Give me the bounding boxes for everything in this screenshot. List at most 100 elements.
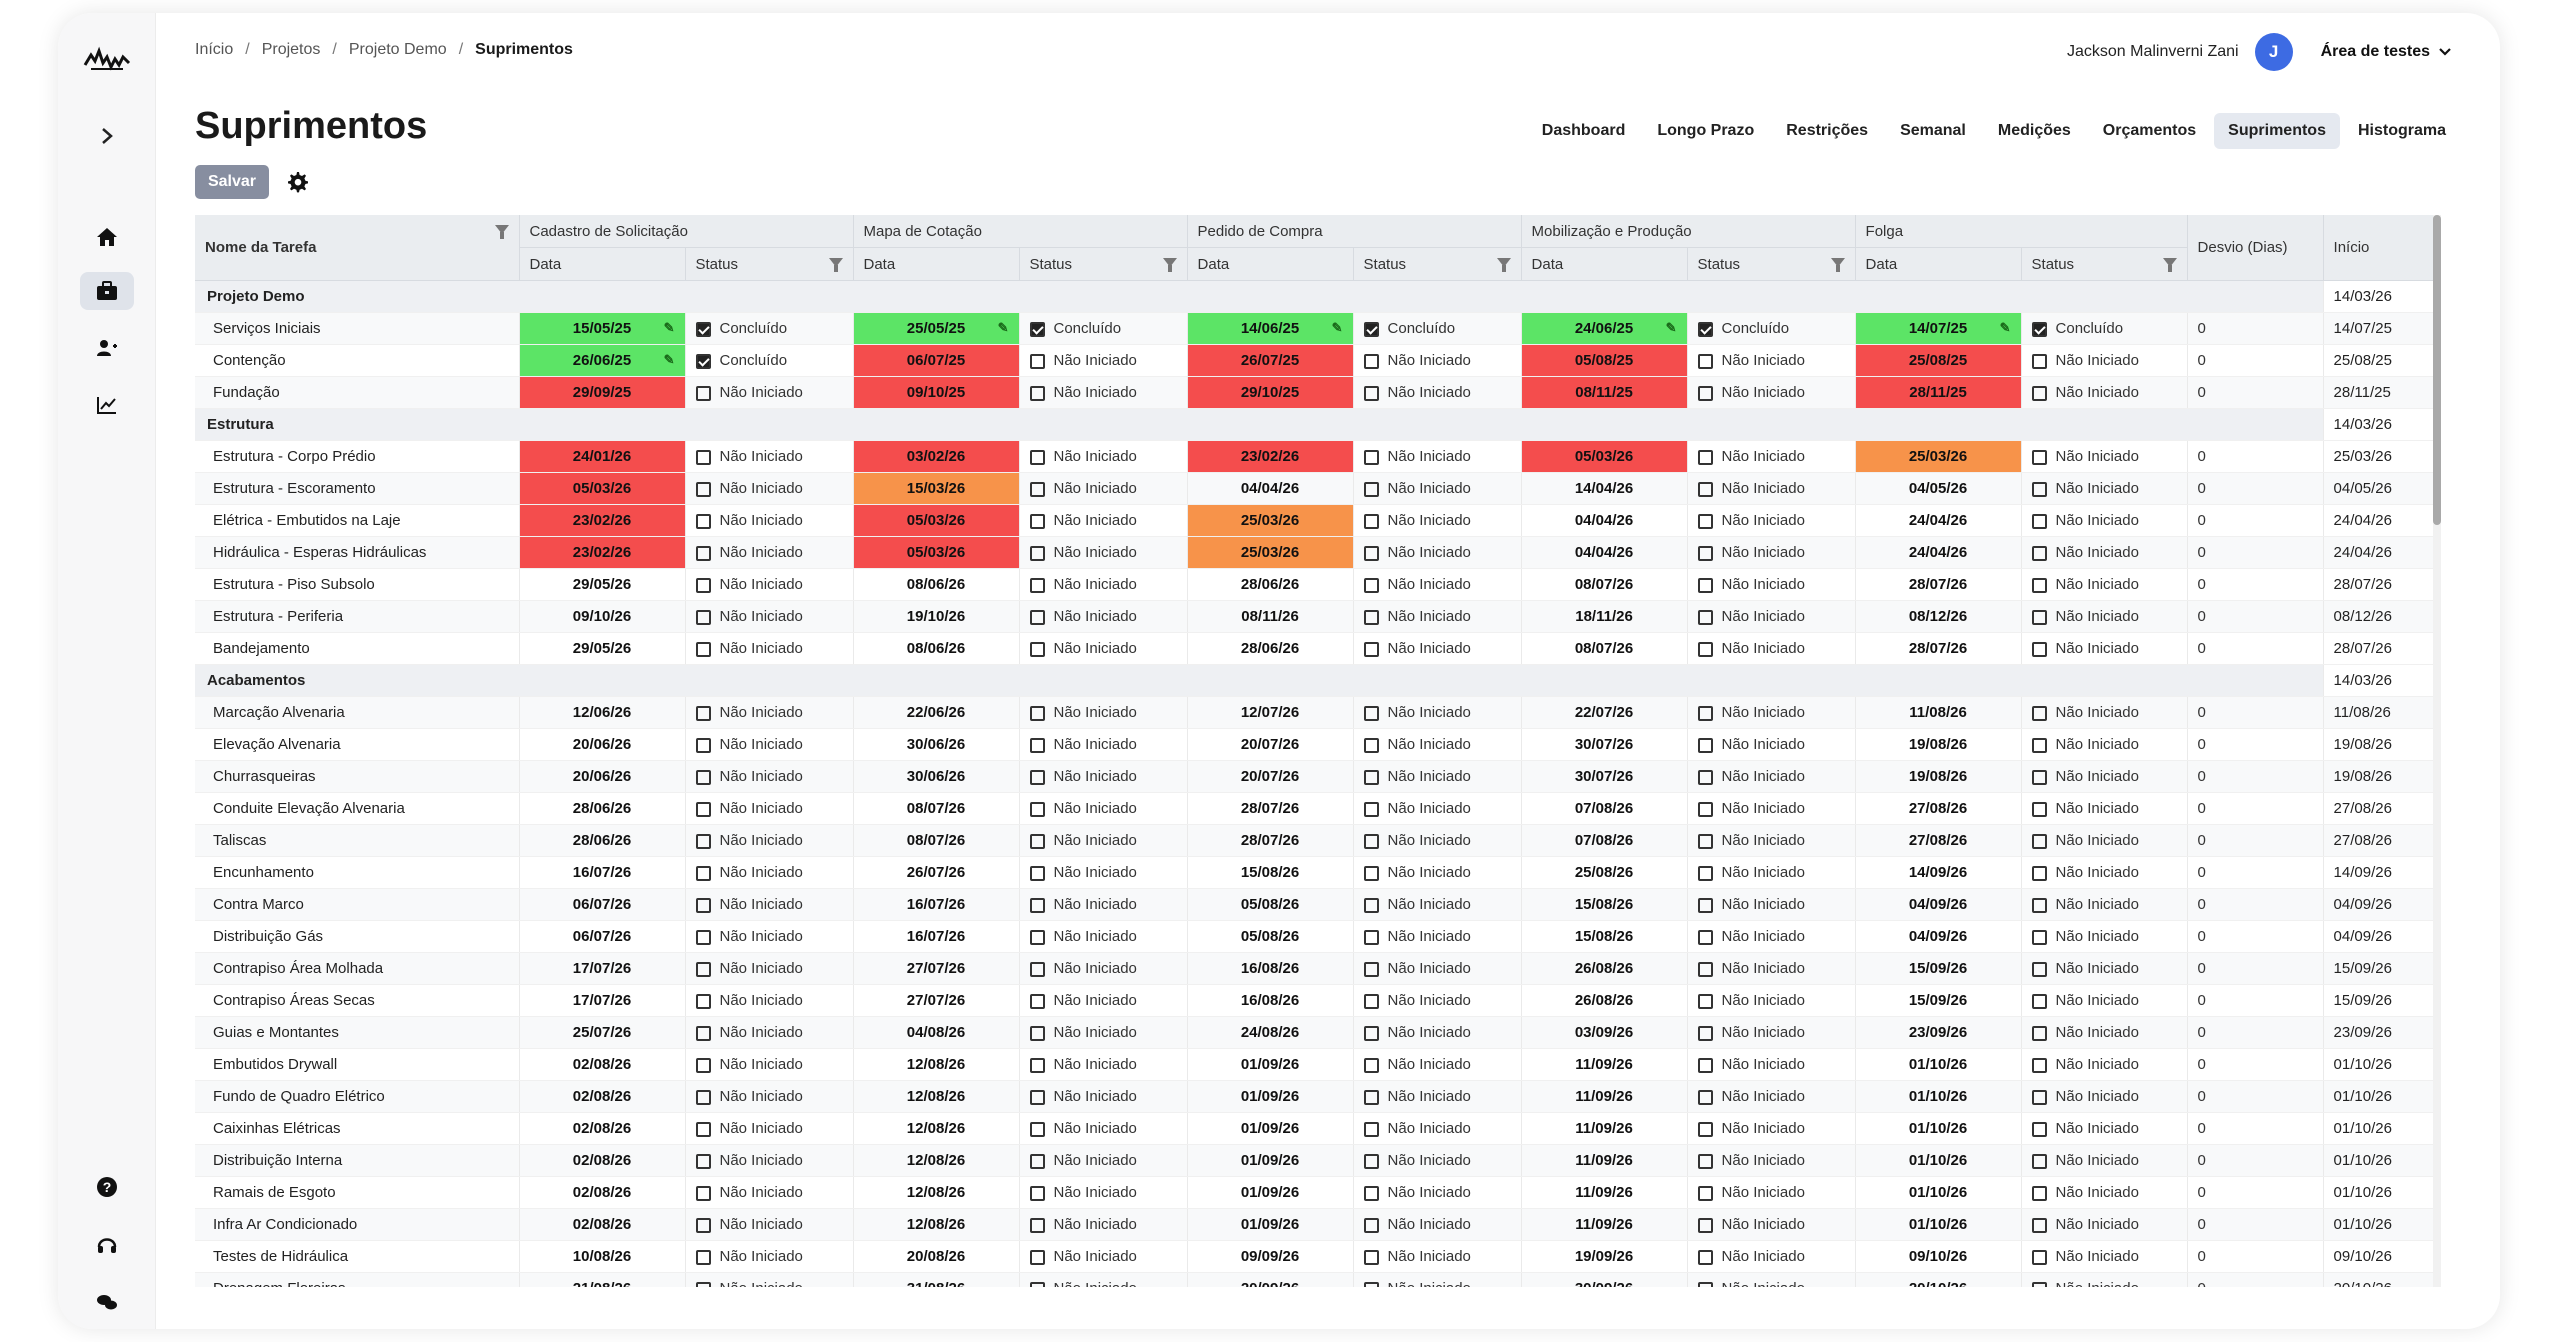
status-checkbox[interactable] <box>1363 866 1379 881</box>
date-cell[interactable]: 01/10/26 <box>1855 1176 2022 1209</box>
status-cell[interactable]: Não Iniciado <box>685 376 854 409</box>
status-cell[interactable]: Não Iniciado <box>685 888 854 921</box>
status-cell[interactable]: Não Iniciado <box>685 472 854 505</box>
date-cell[interactable]: 15/08/26 <box>1521 888 1688 921</box>
date-cell[interactable]: 20/08/26 <box>853 1240 1020 1273</box>
date-cell[interactable]: 01/10/26 <box>1855 1112 2022 1145</box>
status-cell[interactable]: Não Iniciado <box>1687 1176 1856 1209</box>
status-checkbox[interactable] <box>2031 994 2047 1009</box>
status-checkbox[interactable] <box>2031 354 2047 369</box>
status-cell[interactable]: Não Iniciado <box>1019 1176 1188 1209</box>
status-cell[interactable]: Não Iniciado <box>1019 632 1188 665</box>
status-cell[interactable]: Não Iniciado <box>1687 696 1856 729</box>
status-checkbox[interactable] <box>1697 930 1713 945</box>
date-cell[interactable]: 05/03/26 <box>1521 440 1688 473</box>
status-cell[interactable]: Não Iniciado <box>685 824 854 857</box>
status-cell[interactable]: Não Iniciado <box>1687 1080 1856 1113</box>
date-cell[interactable]: 23/09/26 <box>1855 1016 2022 1049</box>
date-cell[interactable]: 08/11/25 <box>1521 376 1688 409</box>
status-checkbox[interactable] <box>695 770 711 785</box>
date-cell[interactable]: 15/03/26 <box>853 472 1020 505</box>
scrollbar-thumb[interactable] <box>2433 215 2441 525</box>
header-status[interactable]: Status <box>2021 247 2188 281</box>
status-cell[interactable]: Não Iniciado <box>2021 1272 2188 1287</box>
status-cell[interactable]: Concluído <box>2021 312 2188 345</box>
status-cell[interactable]: Não Iniciado <box>2021 504 2188 537</box>
status-cell[interactable]: Não Iniciado <box>2021 472 2188 505</box>
status-checkbox[interactable] <box>1363 1090 1379 1105</box>
status-checkbox[interactable] <box>2031 770 2047 785</box>
date-cell[interactable]: 01/10/26 <box>1855 1208 2022 1241</box>
status-checkbox[interactable] <box>1363 1154 1379 1169</box>
date-cell[interactable]: 08/07/26 <box>853 792 1020 825</box>
status-checkbox[interactable] <box>1029 962 1045 977</box>
status-checkbox[interactable] <box>1697 1090 1713 1105</box>
status-cell[interactable]: Não Iniciado <box>1353 1016 1522 1049</box>
status-checkbox[interactable] <box>1363 1186 1379 1201</box>
status-checkbox[interactable] <box>1363 1058 1379 1073</box>
status-cell[interactable]: Não Iniciado <box>1687 984 1856 1017</box>
status-checkbox[interactable] <box>695 610 711 625</box>
pencil-icon[interactable]: ✎ <box>663 320 675 335</box>
status-checkbox[interactable] <box>695 1218 711 1233</box>
status-checkbox[interactable] <box>1697 802 1713 817</box>
chart-line-icon[interactable] <box>80 386 134 424</box>
table-row[interactable]: Contrapiso Áreas Secas 17/07/26 Não Inicia… <box>195 984 2441 1017</box>
status-checkbox[interactable] <box>1029 610 1045 625</box>
status-cell[interactable]: Não Iniciado <box>2021 728 2188 761</box>
table-row[interactable]: Encunhamento 16/07/26 Não Iniciado 26/07/26… <box>195 856 2441 889</box>
tab-6[interactable]: Suprimentos <box>2214 113 2340 149</box>
tab-4[interactable]: Medições <box>1997 122 2071 139</box>
status-cell[interactable]: Não Iniciado <box>1353 344 1522 377</box>
status-cell[interactable]: Não Iniciado <box>685 600 854 633</box>
date-cell[interactable]: 09/10/25 <box>853 376 1020 409</box>
status-cell[interactable]: Não Iniciado <box>1019 696 1188 729</box>
date-cell[interactable]: 02/08/26 <box>519 1208 686 1241</box>
tab-7[interactable]: Histograma <box>2357 122 2446 139</box>
status-cell[interactable]: Não Iniciado <box>2021 1240 2188 1273</box>
status-checkbox[interactable] <box>1363 738 1379 753</box>
status-checkbox[interactable] <box>1029 834 1045 849</box>
breadcrumb-projeto[interactable]: Projeto Demo <box>348 41 447 58</box>
date-cell[interactable]: 12/08/26 <box>853 1208 1020 1241</box>
status-checkbox[interactable] <box>2031 1090 2047 1105</box>
date-cell[interactable]: 20/06/26 <box>519 760 686 793</box>
status-cell[interactable]: Não Iniciado <box>1019 728 1188 761</box>
status-checkbox[interactable] <box>1029 578 1045 593</box>
status-cell[interactable]: Não Iniciado <box>1353 568 1522 601</box>
status-cell[interactable]: Não Iniciado <box>1019 1240 1188 1273</box>
status-cell[interactable]: Não Iniciado <box>1353 792 1522 825</box>
header-status[interactable]: Status <box>1687 247 1856 281</box>
date-cell[interactable]: 28/11/25 <box>1855 376 2022 409</box>
date-cell[interactable]: 08/07/26 <box>853 824 1020 857</box>
status-cell[interactable]: Não Iniciado <box>1019 568 1188 601</box>
date-cell[interactable]: 20/07/26 <box>1187 728 1354 761</box>
date-cell[interactable]: 03/09/26 <box>1521 1016 1688 1049</box>
status-checkbox[interactable] <box>1697 642 1713 657</box>
table-row[interactable]: Marcação Alvenaria 12/06/26 Não Iniciado 22… <box>195 696 2441 729</box>
status-checkbox[interactable] <box>1029 1154 1045 1169</box>
status-cell[interactable]: Não Iniciado <box>1353 376 1522 409</box>
status-cell[interactable]: Não Iniciado <box>1019 984 1188 1017</box>
status-cell[interactable]: Não Iniciado <box>685 984 854 1017</box>
table-row[interactable]: Embutidos Drywall 02/08/26 Não Iniciado 12/… <box>195 1048 2441 1081</box>
status-cell[interactable]: Não Iniciado <box>2021 440 2188 473</box>
status-cell[interactable]: Não Iniciado <box>1019 600 1188 633</box>
tab-3[interactable]: Semanal <box>1900 122 1966 139</box>
date-cell[interactable]: 22/06/26 <box>853 696 1020 729</box>
status-cell[interactable]: Não Iniciado <box>685 536 854 569</box>
status-checkbox[interactable] <box>2031 866 2047 881</box>
date-cell[interactable]: 24/04/26 <box>1855 536 2022 569</box>
date-cell[interactable]: 04/04/26 <box>1521 504 1688 537</box>
status-cell[interactable]: Não Iniciado <box>2021 856 2188 889</box>
status-checkbox[interactable] <box>1697 898 1713 913</box>
date-cell[interactable]: 25/08/25 <box>1855 344 2022 377</box>
status-checkbox[interactable] <box>1029 1186 1045 1201</box>
date-cell[interactable]: 02/08/26 <box>519 1112 686 1145</box>
status-checkbox[interactable] <box>1029 450 1045 465</box>
date-cell[interactable]: 12/08/26 <box>853 1080 1020 1113</box>
date-cell[interactable]: 20/06/26 <box>519 728 686 761</box>
date-cell[interactable]: 08/11/26 <box>1187 600 1354 633</box>
table-row[interactable]: Contrapiso Área Molhada 17/07/26 Não Inici… <box>195 952 2441 985</box>
date-cell[interactable]: 30/07/26 <box>1521 760 1688 793</box>
